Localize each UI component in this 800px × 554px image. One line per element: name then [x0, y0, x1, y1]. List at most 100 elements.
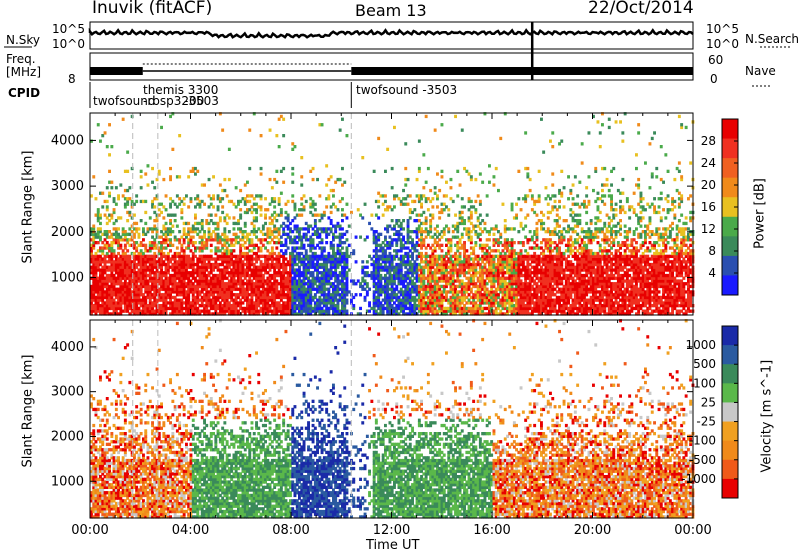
heatmap-cell: [196, 309, 200, 313]
heatmap-cell: [146, 183, 150, 187]
heatmap-cell: [223, 287, 227, 291]
heatmap-cell: [94, 241, 98, 245]
heatmap-cell: [207, 260, 211, 264]
heatmap-cell: [232, 262, 236, 267]
heatmap-cell: [474, 241, 478, 245]
heatmap-cell: [126, 232, 130, 236]
heatmap-cell: [198, 249, 202, 253]
heatmap-cell: [322, 210, 326, 215]
heatmap-cell: [166, 230, 170, 234]
heatmap-cell: [90, 251, 93, 256]
heatmap-cell: [121, 282, 125, 286]
heatmap-cell: [105, 312, 109, 316]
heatmap-cell: [205, 221, 209, 226]
heatmap-cell: [94, 301, 98, 305]
heatmap-cell: [121, 309, 125, 313]
heatmap-cell: [112, 273, 116, 278]
heatmap-cell: [160, 282, 163, 286]
heatmap-cell: [169, 265, 172, 269]
heatmap-cell: [343, 180, 347, 184]
heatmap-cell: [117, 251, 120, 256]
heatmap-cell: [191, 271, 195, 275]
heatmap-cell: [133, 227, 136, 231]
heatmap-cell: [126, 197, 130, 201]
heatmap-cell: [216, 257, 220, 261]
heatmap-cell: [137, 306, 141, 311]
heatmap-cell: [128, 197, 132, 201]
heatmap-cell: [225, 265, 229, 269]
heatmap-cell: [157, 312, 161, 316]
heatmap-cell: [424, 114, 428, 119]
heatmap-cell: [105, 301, 109, 305]
heatmap-cell: [173, 290, 177, 294]
heatmap-cell: [354, 293, 358, 297]
heatmap-cell: [128, 227, 132, 231]
heatmap-cell: [112, 210, 116, 215]
heatmap-cell: [232, 306, 236, 311]
heatmap-cell: [221, 287, 225, 291]
heatmap-cell: [354, 235, 358, 239]
heatmap-cell: [148, 295, 152, 300]
heatmap-cell: [139, 186, 143, 190]
heatmap-cell: [130, 271, 134, 275]
heatmap-cell: [169, 260, 172, 264]
heatmap-cell: [424, 180, 428, 184]
heatmap-cell: [203, 284, 206, 289]
heatmap-cell: [101, 304, 105, 308]
heatmap-cell: [146, 249, 150, 253]
heatmap-cell: [117, 301, 120, 305]
heatmap-cell: [128, 306, 132, 311]
heatmap-cell: [234, 241, 238, 245]
heatmap-cell: [130, 295, 134, 300]
heatmap-cell: [225, 271, 229, 275]
heatmap-cell: [203, 230, 206, 234]
heatmap-cell: [268, 177, 272, 182]
heatmap-cell: [169, 219, 172, 223]
heatmap-cell: [180, 306, 184, 311]
heatmap-cell: [90, 290, 93, 294]
heatmap-cell: [99, 191, 102, 195]
heatmap-cell: [241, 287, 245, 291]
heatmap-cell: [146, 282, 150, 286]
heatmap-cell: [474, 208, 478, 212]
heatmap-cell: [155, 306, 159, 311]
heatmap-cell: [216, 295, 220, 300]
heatmap-cell: [187, 175, 191, 179]
heatmap-cell: [205, 293, 209, 297]
heatmap-cell: [133, 271, 136, 275]
heatmap-cell: [189, 273, 193, 278]
heatmap-cell: [223, 309, 227, 313]
heatmap-cell: [94, 304, 98, 308]
heatmap-cell: [123, 265, 127, 269]
heatmap-cell: [203, 295, 206, 300]
heatmap-cell: [239, 260, 243, 264]
heatmap-cell: [166, 276, 170, 280]
heatmap-cell: [101, 257, 105, 261]
heatmap-cell: [209, 312, 213, 316]
heatmap-cell: [178, 298, 182, 302]
heatmap-cell: [408, 194, 412, 198]
heatmap-cell: [212, 301, 215, 305]
heatmap-cell: [189, 249, 193, 253]
heatmap-cell: [185, 232, 188, 236]
heatmap-cell: [214, 301, 218, 305]
heatmap-cell: [178, 197, 182, 201]
heatmap-cell: [155, 279, 159, 283]
heatmap-cell: [142, 232, 145, 236]
heatmap-cell: [128, 262, 132, 267]
heatmap-cell: [92, 306, 96, 311]
heatmap-cell: [108, 293, 111, 297]
heatmap-cell: [173, 276, 177, 280]
heatmap-cell: [478, 238, 482, 242]
heatmap-cell: [126, 260, 130, 264]
heatmap-cell: [239, 238, 243, 242]
heatmap-cell: [191, 260, 195, 264]
heatmap-cell: [160, 230, 163, 234]
heatmap-cell: [209, 276, 213, 280]
heatmap-cell: [135, 273, 139, 278]
heatmap-cell: [155, 268, 159, 272]
heatmap-cell: [449, 177, 453, 182]
heatmap-cell: [241, 284, 245, 289]
heatmap-cell: [241, 254, 245, 258]
heatmap-cell: [390, 186, 394, 190]
